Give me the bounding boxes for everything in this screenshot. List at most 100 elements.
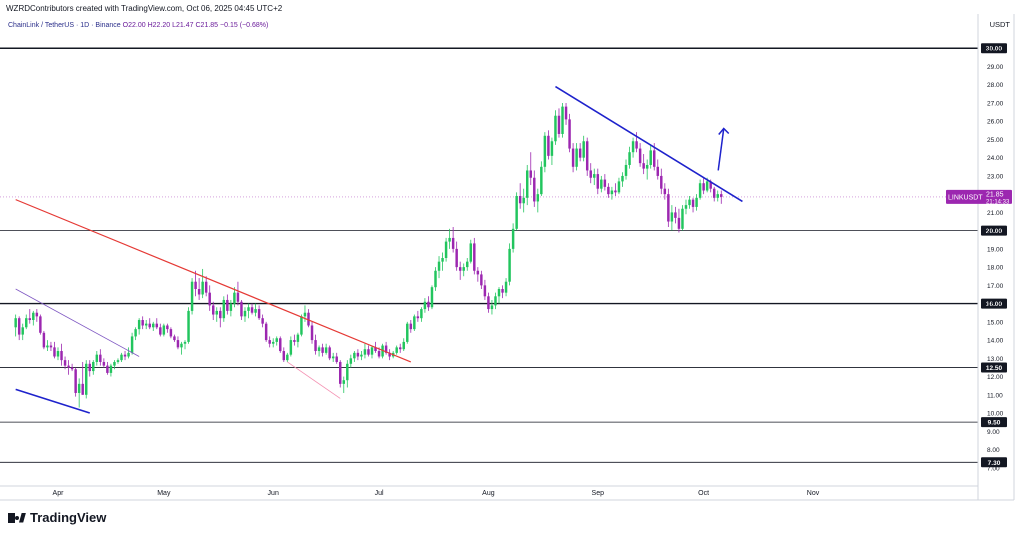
candle-body <box>688 199 691 206</box>
price-tick-label: 25.00 <box>987 137 1004 144</box>
time-tick-label[interactable]: Oct <box>698 490 709 497</box>
time-tick-label[interactable]: May <box>157 490 171 497</box>
arrow-shaft[interactable] <box>717 128 725 171</box>
candle-body <box>159 327 162 335</box>
candle-body <box>264 323 268 341</box>
candle-body <box>434 270 437 288</box>
candle-body <box>582 141 585 158</box>
candle-body <box>554 115 557 142</box>
candle-body <box>317 347 321 352</box>
candle-body <box>211 305 215 315</box>
candle-body <box>441 258 444 262</box>
candle-body <box>25 318 28 328</box>
candle-body <box>342 380 346 384</box>
candle-body <box>353 352 356 359</box>
candle-body <box>360 354 363 357</box>
candle-body <box>240 301 243 317</box>
candle-body <box>607 186 610 195</box>
candle-body <box>670 212 674 222</box>
candle-body <box>367 349 370 355</box>
level-price-label: 20.00 <box>986 228 1003 235</box>
candle-body <box>321 347 324 353</box>
trendlines[interactable] <box>15 85 743 414</box>
tradingview-logo[interactable]: TradingView <box>8 510 106 525</box>
arrow-head[interactable] <box>718 127 730 135</box>
candle-body <box>95 354 99 362</box>
candle-body <box>137 320 141 330</box>
time-tick-label[interactable]: Aug <box>482 490 495 497</box>
candle-body <box>363 349 367 355</box>
candle-body <box>183 341 187 344</box>
time-tick-label[interactable]: Nov <box>807 490 820 497</box>
candle-body <box>420 309 423 319</box>
candle-body <box>667 194 670 222</box>
trendline[interactable] <box>287 361 341 399</box>
candle-body <box>529 170 532 178</box>
candle-body <box>134 329 137 337</box>
candle-body <box>35 312 39 317</box>
time-tick-label[interactable]: Apr <box>53 490 65 497</box>
symbol-name[interactable]: ChainLink / TetherUS · 1D · Binance <box>8 22 121 29</box>
time-tick-label[interactable]: Jul <box>375 490 384 497</box>
trendline[interactable] <box>555 85 743 203</box>
badge-symbol: LINKUSDT <box>948 194 983 201</box>
candle-body <box>695 197 698 207</box>
candle-body <box>504 281 508 293</box>
candle-body <box>402 341 405 350</box>
horizontal-levels[interactable]: 30.00 20.00 16.00 12.50 9.50 7.30 <box>0 43 1007 468</box>
candle-body <box>614 190 617 193</box>
trendline[interactable] <box>15 288 140 357</box>
candle-body <box>17 318 21 335</box>
candle-body <box>473 243 476 271</box>
candle-body <box>204 281 208 293</box>
price-tick-label: 11.00 <box>987 392 1003 399</box>
candle-body <box>370 347 374 355</box>
price-tick-label: 23.00 <box>987 173 1004 180</box>
candle-body <box>427 301 430 308</box>
candle-body <box>130 336 134 353</box>
symbol-legend[interactable]: ChainLink / TetherUS · 1D · Binance O22.… <box>8 22 268 29</box>
time-tick-label[interactable]: Sep <box>592 490 605 497</box>
candle-body <box>169 329 173 337</box>
candle-body <box>448 237 451 242</box>
candle-body <box>74 369 77 393</box>
candle-body <box>709 181 712 189</box>
level-price-label: 30.00 <box>986 46 1003 53</box>
price-tick-label: 18.00 <box>987 265 1004 272</box>
price-tick-label: 30.00 <box>987 46 1004 53</box>
candles <box>14 102 723 408</box>
last-price-badge-bg <box>946 189 1012 204</box>
candle-body <box>600 179 603 189</box>
candle-body <box>219 310 222 319</box>
candle-body <box>60 351 63 361</box>
candle-body <box>398 347 402 350</box>
candle-body <box>102 361 106 366</box>
candle-body <box>127 352 130 357</box>
trendline[interactable] <box>15 199 412 363</box>
candle-body <box>173 336 176 341</box>
candle-body <box>21 327 24 335</box>
candle-body <box>243 310 247 317</box>
candle-body <box>215 310 218 315</box>
candle-body <box>190 281 194 311</box>
candle-body <box>540 166 543 195</box>
time-tick-label[interactable]: Jun <box>268 490 279 497</box>
candle-body <box>716 194 719 198</box>
currency-label[interactable]: USDT <box>989 20 1010 29</box>
candle-body <box>92 361 95 372</box>
candle-body <box>63 360 67 366</box>
candle-body <box>32 312 35 321</box>
time-axis[interactable]: Apr May Jun Jul Aug Sep Oct Nov <box>0 485 1014 501</box>
price-tick-label: 9.00 <box>987 429 1000 436</box>
trendline[interactable] <box>15 388 90 414</box>
candle-body <box>148 323 151 328</box>
candle-body <box>49 345 53 348</box>
candle-body <box>155 323 159 328</box>
candle-body <box>116 360 120 362</box>
level-price-label: 16.00 <box>986 301 1003 308</box>
candle-body <box>518 195 522 204</box>
candle-body <box>691 199 695 207</box>
candle-body <box>585 141 589 171</box>
